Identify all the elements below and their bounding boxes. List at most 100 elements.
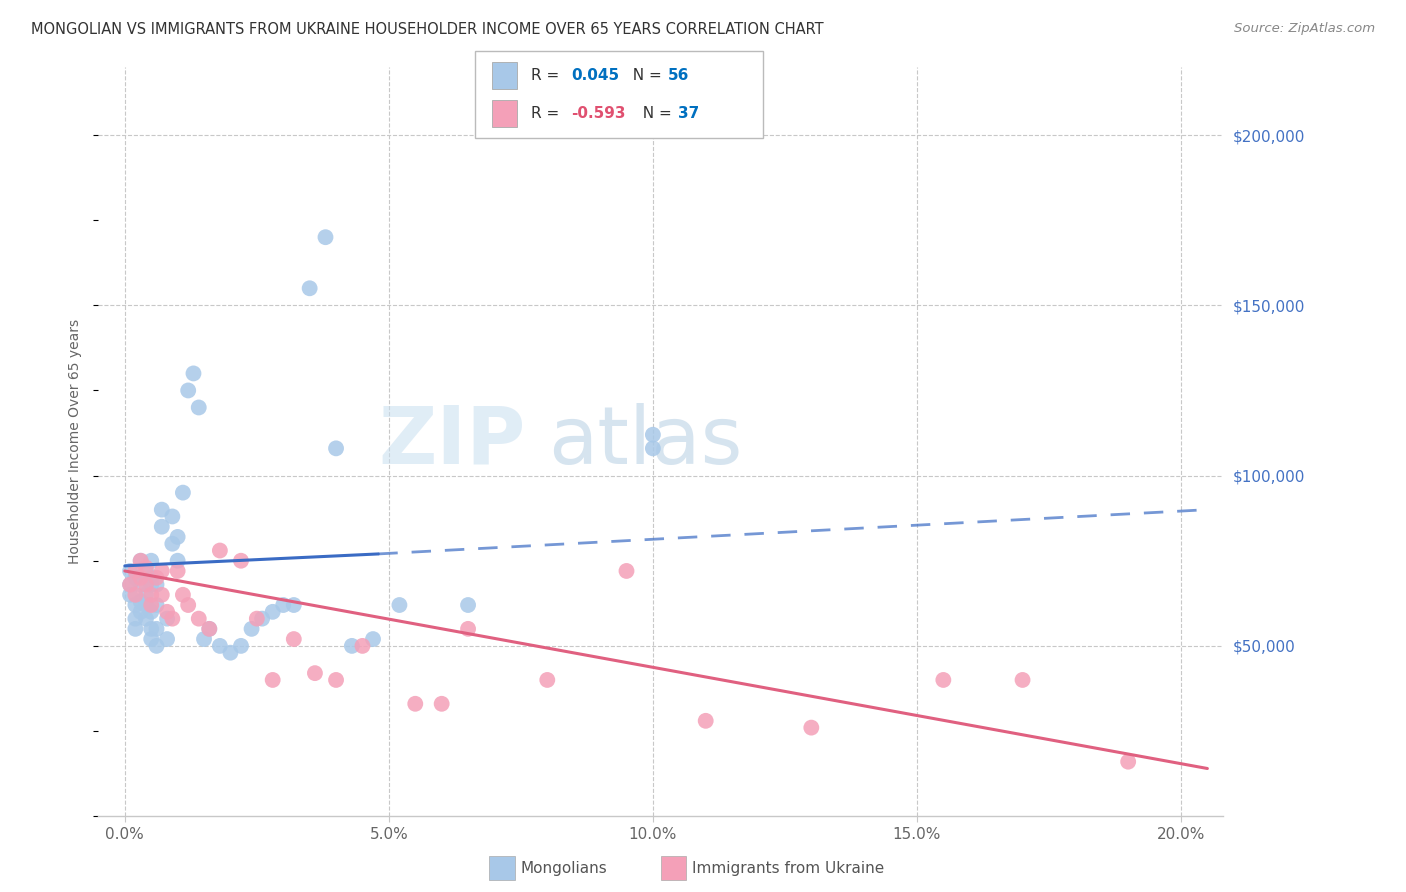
Point <box>135 564 157 578</box>
Point <box>262 673 284 687</box>
Point <box>150 502 173 516</box>
Point <box>124 571 146 585</box>
Point <box>1011 673 1033 687</box>
Point <box>172 485 194 500</box>
Point <box>283 632 305 646</box>
Point <box>240 622 263 636</box>
Point <box>641 442 664 456</box>
Point <box>641 427 664 442</box>
Text: 56: 56 <box>668 68 689 83</box>
Point <box>536 673 558 687</box>
Point <box>315 230 337 244</box>
Y-axis label: Householder Income Over 65 years: Householder Income Over 65 years <box>69 319 83 564</box>
Point <box>187 401 209 415</box>
Point <box>198 622 221 636</box>
Point <box>1116 755 1139 769</box>
Point <box>298 281 321 295</box>
Text: R =: R = <box>531 68 565 83</box>
Point <box>141 571 163 585</box>
Point <box>166 530 188 544</box>
Text: N =: N = <box>633 106 676 121</box>
Point <box>129 605 152 619</box>
Point <box>129 571 152 585</box>
Text: -0.593: -0.593 <box>571 106 626 121</box>
Point <box>145 571 167 585</box>
Point <box>124 588 146 602</box>
Point <box>150 564 173 578</box>
Point <box>141 588 163 602</box>
Text: atlas: atlas <box>548 402 742 481</box>
Point <box>404 697 426 711</box>
Point <box>141 605 163 619</box>
Point <box>162 612 184 626</box>
Point <box>162 537 184 551</box>
Text: 37: 37 <box>678 106 699 121</box>
Point <box>325 673 347 687</box>
Point <box>177 384 200 398</box>
Text: Immigrants from Ukraine: Immigrants from Ukraine <box>692 862 884 876</box>
Point <box>166 554 188 568</box>
Point <box>150 519 173 533</box>
Text: N =: N = <box>623 68 666 83</box>
Point <box>166 564 188 578</box>
Point <box>219 646 242 660</box>
Point <box>129 554 152 568</box>
Text: Mongolians: Mongolians <box>520 862 607 876</box>
Point <box>457 622 479 636</box>
Point <box>388 598 411 612</box>
Point <box>695 714 717 728</box>
Point <box>361 632 384 646</box>
Point <box>172 588 194 602</box>
Point <box>156 632 179 646</box>
Text: Source: ZipAtlas.com: Source: ZipAtlas.com <box>1234 22 1375 36</box>
Point <box>177 598 200 612</box>
Point <box>145 577 167 591</box>
Point <box>800 721 823 735</box>
Point <box>183 367 205 381</box>
Point <box>229 554 252 568</box>
Text: R =: R = <box>531 106 565 121</box>
Point <box>120 577 142 591</box>
Point <box>250 612 273 626</box>
Point <box>129 554 152 568</box>
Point <box>193 632 215 646</box>
Point <box>135 560 157 574</box>
Point <box>141 598 163 612</box>
Text: 0.045: 0.045 <box>571 68 619 83</box>
Point <box>124 612 146 626</box>
Point <box>135 588 157 602</box>
Point <box>141 577 163 591</box>
Point <box>145 639 167 653</box>
Point <box>150 588 173 602</box>
Point <box>120 577 142 591</box>
Point <box>340 639 363 653</box>
Point <box>141 622 163 636</box>
Point <box>145 598 167 612</box>
Point <box>129 577 152 591</box>
Point <box>616 564 638 578</box>
Point <box>129 594 152 608</box>
Point <box>198 622 221 636</box>
Point <box>124 598 146 612</box>
Point <box>325 442 347 456</box>
Text: MONGOLIAN VS IMMIGRANTS FROM UKRAINE HOUSEHOLDER INCOME OVER 65 YEARS CORRELATIO: MONGOLIAN VS IMMIGRANTS FROM UKRAINE HOU… <box>31 22 824 37</box>
Point <box>187 612 209 626</box>
Point <box>135 612 157 626</box>
Point <box>932 673 955 687</box>
Point <box>262 605 284 619</box>
Point <box>208 639 231 653</box>
Point <box>457 598 479 612</box>
Point <box>124 622 146 636</box>
Point <box>246 612 269 626</box>
Point <box>304 666 326 681</box>
Point <box>208 543 231 558</box>
Point <box>120 588 142 602</box>
Point <box>145 622 167 636</box>
Point <box>352 639 374 653</box>
Text: ZIP: ZIP <box>378 402 526 481</box>
Point <box>124 564 146 578</box>
Point <box>283 598 305 612</box>
Point <box>156 612 179 626</box>
Point <box>162 509 184 524</box>
Point <box>156 605 179 619</box>
